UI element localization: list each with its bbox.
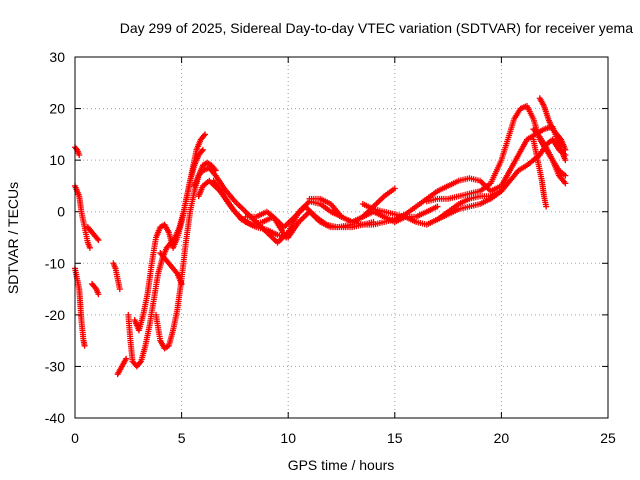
data-point xyxy=(199,146,206,153)
series-trace-k xyxy=(157,249,185,287)
data-point xyxy=(81,342,88,349)
data-point xyxy=(434,203,441,210)
series-trace-j xyxy=(153,159,219,352)
series-trace-e xyxy=(89,280,102,298)
data-point xyxy=(289,224,296,231)
y-tick-label: -30 xyxy=(45,358,65,374)
data-marks xyxy=(72,95,569,378)
y-tick-label: 20 xyxy=(49,101,65,117)
x-tick-label: 15 xyxy=(387,430,403,446)
y-tick-label: -20 xyxy=(45,307,65,323)
series-trace-n xyxy=(210,177,377,241)
x-tick-label: 0 xyxy=(71,430,79,446)
series-trace-b xyxy=(72,182,93,251)
series-trace-o xyxy=(242,208,296,241)
data-point xyxy=(173,269,180,276)
series-trace-c xyxy=(72,265,88,349)
data-point xyxy=(562,151,569,158)
series-trace-u xyxy=(434,136,569,223)
data-point xyxy=(95,237,102,244)
data-point xyxy=(73,145,80,152)
y-tick-label: 30 xyxy=(49,49,65,65)
series-trace-f xyxy=(110,260,123,293)
data-point xyxy=(92,284,99,291)
data-point xyxy=(562,172,569,179)
data-point xyxy=(562,146,569,153)
y-axis-label: SDTVAR / TECUs xyxy=(5,182,21,294)
data-point xyxy=(137,359,144,366)
data-point xyxy=(543,203,550,210)
data-point xyxy=(116,286,123,293)
series-trace-v xyxy=(536,95,569,153)
data-point xyxy=(202,131,209,138)
x-tick-label: 20 xyxy=(494,430,510,446)
axis-ticks: -40 -30 -20 -10 0 10 20 30 0 5 10 15 20 25 xyxy=(45,49,616,446)
plot-frame xyxy=(74,56,609,419)
data-point xyxy=(95,291,102,298)
data-point xyxy=(123,355,130,362)
series-trace-x xyxy=(530,126,569,187)
x-tick-label: 25 xyxy=(600,430,616,446)
y-tick-label: -10 xyxy=(45,255,65,271)
data-point xyxy=(94,235,101,242)
chart-title: Day 299 of 2025, Sidereal Day-to-day VTE… xyxy=(120,20,633,36)
series-trace-p xyxy=(306,195,441,226)
series-trace-g xyxy=(114,355,130,378)
data-point xyxy=(198,148,205,155)
x-tick-label: 10 xyxy=(280,430,296,446)
y-tick-label: 10 xyxy=(49,152,65,168)
y-tick-label: -40 xyxy=(45,410,65,426)
series-trace-d xyxy=(84,224,102,244)
series-trace-a xyxy=(72,144,83,158)
series-trace-l xyxy=(191,164,345,246)
data-point xyxy=(562,180,569,187)
series-trace-i xyxy=(131,146,206,334)
data-point xyxy=(557,135,564,142)
x-axis-label: GPS time / hours xyxy=(288,457,395,473)
series-trace-r xyxy=(359,185,398,220)
data-point xyxy=(562,157,569,164)
data-point xyxy=(178,280,185,287)
data-point xyxy=(200,132,207,139)
data-point xyxy=(76,151,83,158)
data-point xyxy=(391,185,398,192)
x-tick-label: 5 xyxy=(178,430,186,446)
y-tick-label: 0 xyxy=(57,204,65,220)
data-point xyxy=(86,244,93,251)
series-trace-w xyxy=(530,136,550,210)
